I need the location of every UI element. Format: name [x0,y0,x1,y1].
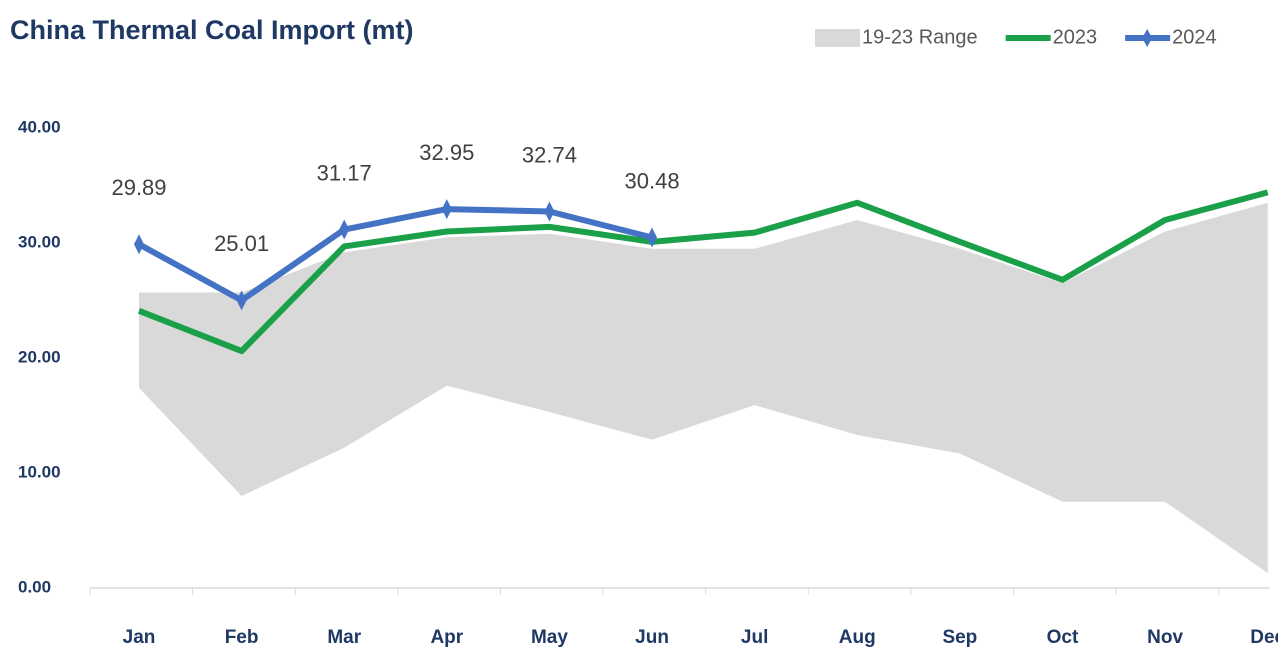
x-tick-label: Dec [1250,627,1278,648]
marker [134,234,144,255]
legend-swatch [815,29,860,47]
y-tick-label: 10.00 [18,462,61,481]
y-tick-label: 30.00 [18,232,61,251]
x-tick-label: Feb [225,627,259,648]
data-label: 29.89 [111,175,166,200]
y-tick-label: 40.00 [18,117,61,136]
marker [647,227,658,248]
x-tick-label: Oct [1047,627,1079,648]
data-label: 31.17 [317,160,372,185]
range-area [139,202,1268,574]
data-label: 25.01 [214,231,269,256]
data-label: 32.74 [522,142,577,167]
x-tick-label: Sep [942,627,977,648]
marker [441,199,452,220]
x-tick-label: Jun [635,627,669,648]
x-tick-label: May [531,627,568,648]
marker [236,290,247,311]
line-2023 [137,189,1269,355]
legend-marker [1142,29,1153,47]
legend-label: 19-23 Range [862,26,978,48]
x-tick-label: Jan [123,627,156,648]
chart-title: China Thermal Coal Import (mt) [10,15,414,45]
x-tick-label: Jul [741,627,768,648]
y-tick-label: 20.00 [18,347,61,366]
data-label: 30.48 [625,168,680,193]
marker [544,201,555,222]
legend-label: 2023 [1053,26,1098,48]
data-label: 32.95 [419,140,474,165]
marker [339,219,350,240]
x-tick-label: Mar [327,627,361,648]
legend-label: 2024 [1172,26,1217,48]
x-tick-label: Aug [839,627,876,648]
x-tick-label: Apr [430,627,463,648]
line-2024 [137,206,653,304]
x-tick-label: Nov [1147,627,1183,648]
y-tick-label: 0.00 [18,577,51,596]
